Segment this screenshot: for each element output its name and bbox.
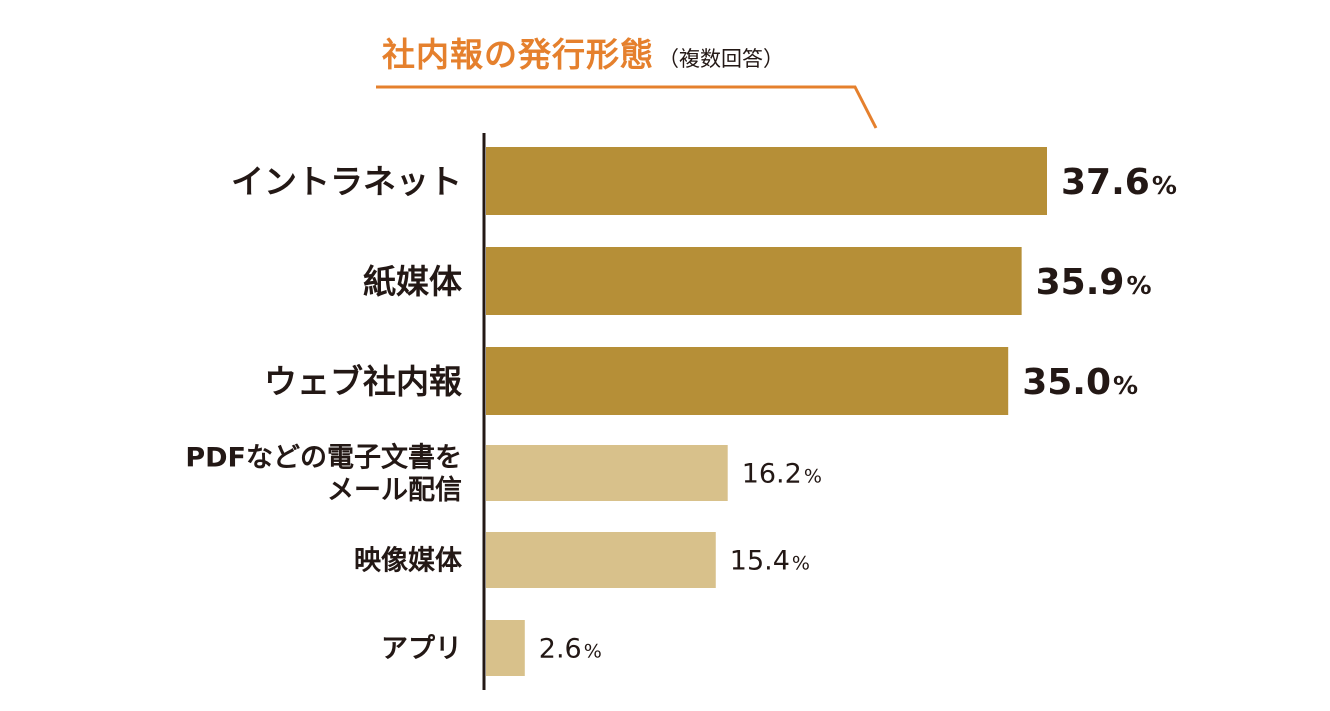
value-label-0: 37.6%	[1061, 162, 1177, 203]
chart-title-text: 社内報の発行形態	[382, 35, 654, 74]
bar-0	[486, 147, 1047, 215]
category-label-0: イントラネット	[231, 162, 462, 201]
bar-5	[486, 620, 525, 676]
category-label-1: 紙媒体	[363, 262, 462, 301]
bar-2	[486, 347, 1009, 415]
category-label-5: アプリ	[381, 634, 462, 665]
bar-4	[486, 532, 716, 588]
chart-title: 社内報の発行形態 （複数回答）	[382, 28, 784, 76]
category-label-4: 映像媒体	[354, 545, 463, 577]
title-callout-line	[376, 85, 878, 129]
value-label-5: 2.6%	[539, 634, 602, 665]
value-label-4: 15.4%	[730, 546, 810, 577]
chart-subtitle: （複数回答）	[658, 47, 784, 71]
bars-group: イントラネット 37.6% 紙媒体 35.9% ウェブ社内報 35.0% PDFなどの電子文…	[185, 147, 1177, 676]
category-label-2: ウェブ社内報	[264, 362, 462, 401]
category-label-3: PDFなどの電子文書をメール配信	[185, 441, 462, 506]
value-label-3: 16.2%	[742, 459, 822, 490]
bar-3	[486, 445, 728, 501]
value-label-1: 35.9%	[1036, 262, 1152, 303]
bar-1	[486, 247, 1022, 315]
value-label-2: 35.0%	[1022, 362, 1138, 403]
